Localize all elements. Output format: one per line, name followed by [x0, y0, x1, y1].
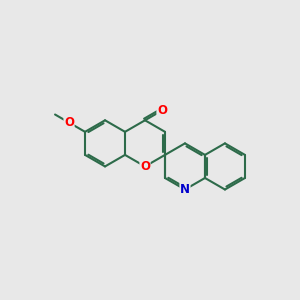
- Text: O: O: [140, 160, 150, 173]
- Text: N: N: [180, 183, 190, 196]
- Text: O: O: [157, 104, 167, 117]
- Text: O: O: [64, 116, 74, 129]
